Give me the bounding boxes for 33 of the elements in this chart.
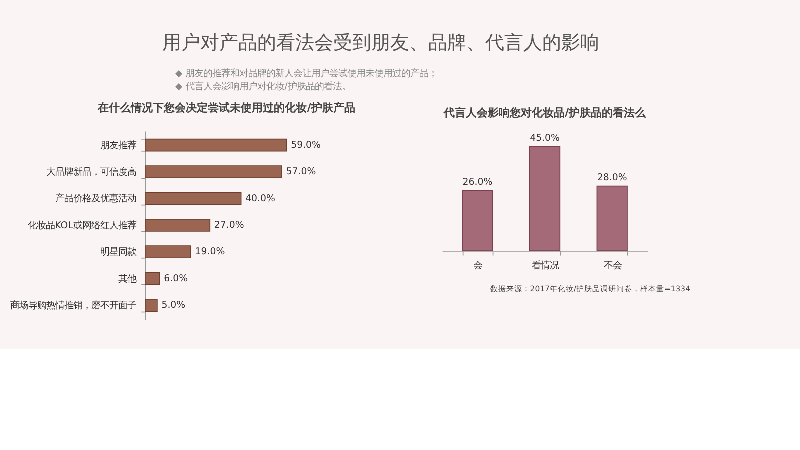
data-label: 26.0%: [462, 176, 493, 188]
bar: [145, 246, 192, 259]
y-tick-label: 明星同款: [100, 247, 136, 258]
text: 用户对产品的看法会受到朋友、品牌、代言人的影响: [162, 32, 600, 54]
y-tick-label: 朋友推荐: [100, 140, 136, 152]
y-tick-label: 商场导购热情推销，磨不开面子: [10, 300, 136, 312]
data-label: 59.0%: [291, 140, 322, 151]
x-tick-label: 不会: [604, 260, 622, 272]
data-label: 6.0%: [164, 273, 188, 284]
text: ◆ 朋友的推荐和对品牌的新人会让用户尝试使用未使用过的产品；: [175, 68, 438, 80]
bar: [145, 166, 282, 178]
y-tick-label: 化妆品KOL或网络红人推荐: [28, 220, 136, 232]
bar: [145, 272, 160, 286]
chart-title: 代言人会影响您对化妆品/护肤品的看法么: [442, 106, 648, 120]
text: ◆ 代言人会影响用户对化妆/护肤品的看法。: [175, 81, 351, 92]
bar: [145, 299, 158, 312]
data-label: 28.0%: [597, 172, 628, 184]
data-label: 40.0%: [246, 193, 276, 204]
data-label: 57.0%: [286, 166, 316, 178]
chart-title: 在什么情况下您会决定尝试未使用过的化妆/护肤产品: [97, 102, 356, 115]
data-label: 5.0%: [162, 300, 186, 312]
bar: [145, 192, 242, 206]
source-note: 数据来源：2017年化妆/护肤品调研问卷，样本量=1334: [490, 284, 691, 294]
data-label: 19.0%: [195, 246, 226, 258]
x-tick-label: 看情况: [532, 260, 559, 272]
x-tick-label: 会: [474, 260, 483, 272]
data-label: 27.0%: [214, 220, 244, 231]
y-tick-label: 其他: [118, 274, 136, 285]
bar: [145, 218, 211, 232]
y-tick-label: 大品牌新品，可信度高: [46, 167, 136, 178]
y-tick-label: 产品价格及优惠活动: [55, 194, 136, 205]
data-label: 45.0%: [530, 132, 560, 144]
bar: [145, 138, 288, 152]
